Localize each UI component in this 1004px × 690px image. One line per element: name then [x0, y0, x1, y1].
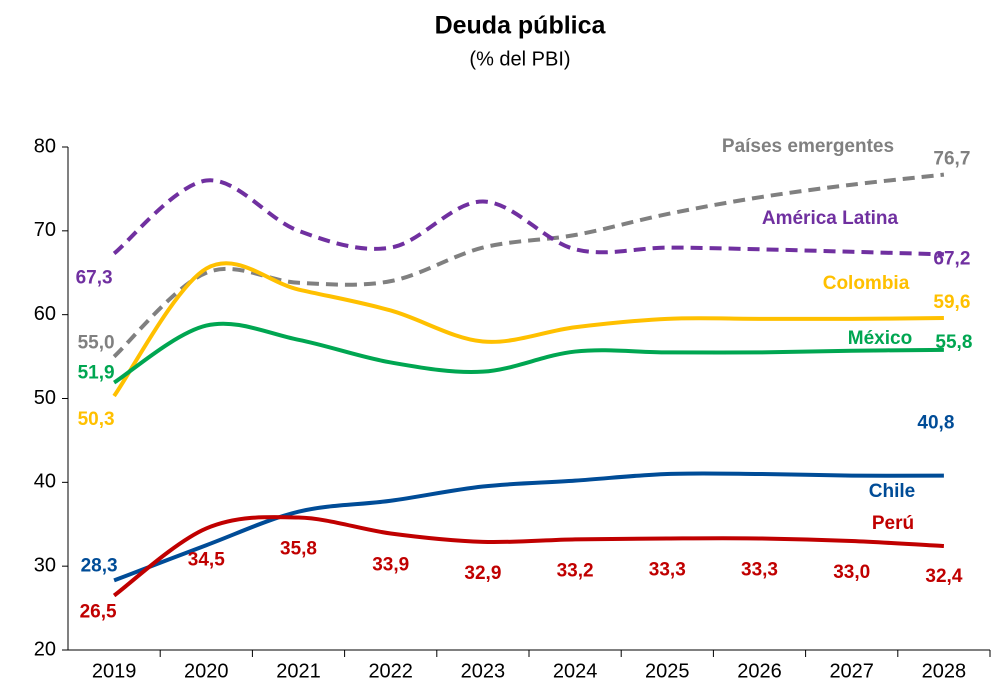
x-tick-label: 2028 [922, 660, 967, 682]
data-label: 33,0 [833, 562, 870, 583]
y-tick-label: 40 [34, 471, 56, 493]
series-name: Perú [872, 513, 914, 534]
data-label: 67,2 [933, 248, 970, 269]
series-line [113, 321, 944, 385]
x-tick-label: 2024 [553, 660, 598, 682]
data-label: 28,3 [81, 555, 118, 576]
x-tick-label: 2021 [276, 660, 321, 682]
data-label: 51,9 [78, 363, 115, 384]
y-tick-label: 50 [34, 387, 56, 409]
data-label: 55,0 [78, 333, 115, 354]
series-name: México [848, 328, 912, 349]
y-tick-label: 20 [34, 638, 56, 660]
series-name: Países emergentes [722, 136, 894, 157]
data-label: 32,9 [464, 563, 501, 584]
data-label: 55,8 [935, 332, 972, 353]
data-label: 33,3 [649, 560, 686, 581]
series-line [112, 178, 944, 257]
data-label: 67,3 [76, 267, 113, 288]
series-name: América Latina [762, 208, 899, 229]
data-label: 33,3 [741, 560, 778, 581]
data-label: 35,8 [280, 539, 317, 560]
series-line [112, 261, 944, 398]
x-tick-label: 2026 [737, 660, 782, 682]
x-tick-label: 2020 [184, 660, 229, 682]
series-line [112, 515, 945, 598]
x-tick-label: 2019 [92, 660, 137, 682]
series-line [113, 471, 944, 583]
x-tick-label: 2025 [645, 660, 690, 682]
y-tick-label: 30 [34, 554, 56, 576]
x-tick-label: 2022 [368, 660, 413, 682]
data-label: 76,7 [933, 149, 970, 170]
data-label: 40,8 [917, 413, 954, 434]
data-label: 34,5 [188, 549, 225, 570]
data-label: 26,5 [80, 602, 117, 623]
chart-subtitle: (% del PBI) [469, 48, 570, 70]
y-tick-label: 70 [34, 219, 56, 241]
x-tick-label: 2027 [829, 660, 874, 682]
data-label: 59,6 [933, 292, 970, 313]
series-name: Chile [869, 481, 915, 502]
y-tick-label: 80 [34, 135, 56, 157]
y-tick-label: 60 [34, 303, 56, 325]
data-label: 33,9 [372, 554, 409, 575]
chart-title: Deuda pública [435, 12, 607, 40]
series-name: Colombia [823, 273, 910, 294]
x-tick-label: 2023 [461, 660, 506, 682]
data-label: 32,4 [925, 566, 962, 587]
series-line [112, 172, 945, 359]
data-label: 50,3 [78, 409, 115, 430]
data-label: 33,2 [557, 560, 594, 581]
